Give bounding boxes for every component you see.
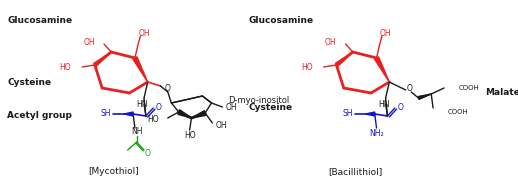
Polygon shape [94,52,111,67]
Text: HO: HO [147,115,159,125]
Text: NH₂: NH₂ [369,130,384,139]
Text: Glucosamine: Glucosamine [7,16,73,24]
Text: O: O [165,83,171,92]
Text: D-myo-inositol: D-myo-inositol [228,95,289,105]
Text: O: O [407,83,412,92]
Polygon shape [192,111,206,118]
Text: HO: HO [184,132,195,140]
Text: OH: OH [325,38,336,46]
Text: OH: OH [380,28,392,38]
Text: OH: OH [215,120,227,130]
Text: O: O [397,102,403,112]
Polygon shape [375,57,390,82]
Text: O: O [145,149,151,159]
Text: HN: HN [136,100,148,108]
Polygon shape [335,52,353,67]
Text: OH: OH [138,28,150,38]
Text: SH: SH [100,110,111,119]
Text: COOH: COOH [448,109,468,115]
Text: OH: OH [83,38,95,46]
Text: HO: HO [60,63,71,71]
Text: HO: HO [301,63,313,71]
Text: [Mycothiol]: [Mycothiol] [89,167,139,176]
Polygon shape [124,112,133,116]
Text: [Bacillithiol]: [Bacillithiol] [328,167,383,176]
Text: SH: SH [342,110,353,119]
Text: COOH: COOH [458,85,479,91]
Text: Cysteine: Cysteine [249,102,293,112]
Text: O: O [156,102,162,112]
Polygon shape [133,57,148,82]
Text: Malate: Malate [485,88,518,97]
Polygon shape [366,112,375,116]
Polygon shape [178,110,192,118]
Text: Glucosamine: Glucosamine [249,16,314,24]
Text: NH: NH [131,127,142,137]
Polygon shape [418,94,431,100]
Text: Acetyl group: Acetyl group [7,110,72,120]
Text: OH: OH [226,102,237,112]
Text: Cysteine: Cysteine [7,78,51,87]
Text: HN: HN [378,100,390,108]
